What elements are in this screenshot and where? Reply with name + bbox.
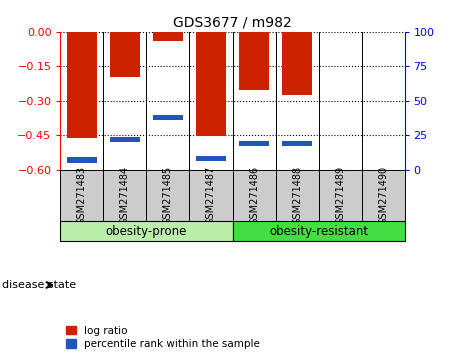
Bar — [110, 137, 140, 142]
Text: GSM271487: GSM271487 — [206, 166, 216, 225]
Text: obesity-prone: obesity-prone — [106, 224, 187, 238]
Bar — [282, 32, 312, 95]
Bar — [67, 158, 97, 162]
Text: GSM271484: GSM271484 — [120, 166, 130, 225]
Bar — [190, 170, 232, 221]
Bar — [153, 115, 183, 120]
Bar — [232, 221, 405, 241]
Text: obesity-resistant: obesity-resistant — [269, 224, 368, 238]
Bar — [232, 170, 275, 221]
Bar — [146, 170, 190, 221]
Bar — [239, 141, 269, 146]
Bar — [60, 170, 103, 221]
Text: GSM271483: GSM271483 — [77, 166, 87, 225]
Bar — [67, 32, 97, 137]
Text: GSM271490: GSM271490 — [378, 166, 388, 225]
Bar — [196, 32, 226, 136]
Text: GSM271485: GSM271485 — [163, 166, 173, 225]
Bar — [110, 32, 140, 77]
Bar — [239, 32, 269, 90]
Bar — [103, 170, 146, 221]
Title: GDS3677 / m982: GDS3677 / m982 — [173, 15, 292, 29]
Text: disease state: disease state — [2, 280, 76, 290]
Bar — [275, 170, 319, 221]
Bar — [196, 156, 226, 161]
Text: GSM271488: GSM271488 — [292, 166, 302, 225]
Bar — [319, 170, 362, 221]
Bar — [362, 170, 405, 221]
Bar — [153, 32, 183, 41]
Text: GSM271489: GSM271489 — [335, 166, 345, 225]
Text: GSM271486: GSM271486 — [249, 166, 259, 225]
Bar — [282, 141, 312, 146]
Legend: log ratio, percentile rank within the sample: log ratio, percentile rank within the sa… — [66, 326, 260, 349]
Bar — [60, 221, 232, 241]
